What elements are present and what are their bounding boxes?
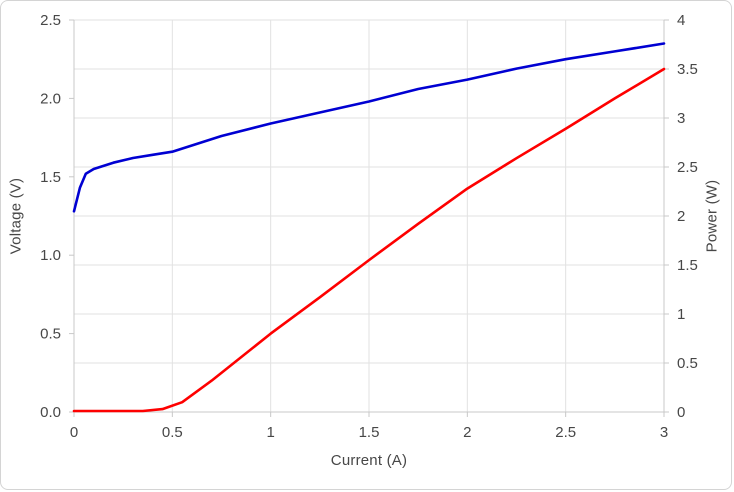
power-series-line	[72, 67, 666, 413]
left-axis-tick-label: 1.5	[40, 169, 61, 186]
left-axis-tick-label: 0.5	[40, 326, 61, 343]
x-axis-tick-label: 1	[266, 424, 274, 441]
right-axis-tick-label: 3.5	[677, 61, 698, 78]
right-axis-tick-label: 3	[677, 110, 685, 127]
x-axis-tick-label: 3	[660, 424, 668, 441]
right-axis-tick-label: 1.5	[677, 257, 698, 274]
left-axis-tick-label: 1.0	[40, 247, 61, 264]
x-axis-tick-label: 2	[463, 424, 471, 441]
right-y-axis-title: Power (W)	[703, 179, 721, 253]
left-axis-tick-label: 2.0	[40, 90, 61, 107]
voltage-series-line	[72, 42, 666, 213]
x-axis-tick-label: 0	[70, 424, 78, 441]
x-axis-tick-label: 2.5	[555, 424, 576, 441]
right-axis-tick-label: 4	[677, 12, 685, 29]
right-axis-tick-label: 2.5	[677, 159, 698, 176]
x-axis-tick-label: 1.5	[359, 424, 380, 441]
right-axis-tick-label: 1	[677, 306, 685, 323]
right-axis-tick-label: 2	[677, 208, 685, 225]
right-axis-tick-label: 0.5	[677, 355, 698, 372]
left-y-axis-title: Voltage (V)	[7, 177, 25, 255]
left-axis-tick-label: 0.0	[40, 404, 61, 421]
x-axis-tick-label: 0.5	[162, 424, 183, 441]
x-axis-title: Current (A)	[330, 452, 408, 469]
right-axis-tick-label: 0	[677, 404, 685, 421]
left-axis-tick-label: 2.5	[40, 12, 61, 29]
